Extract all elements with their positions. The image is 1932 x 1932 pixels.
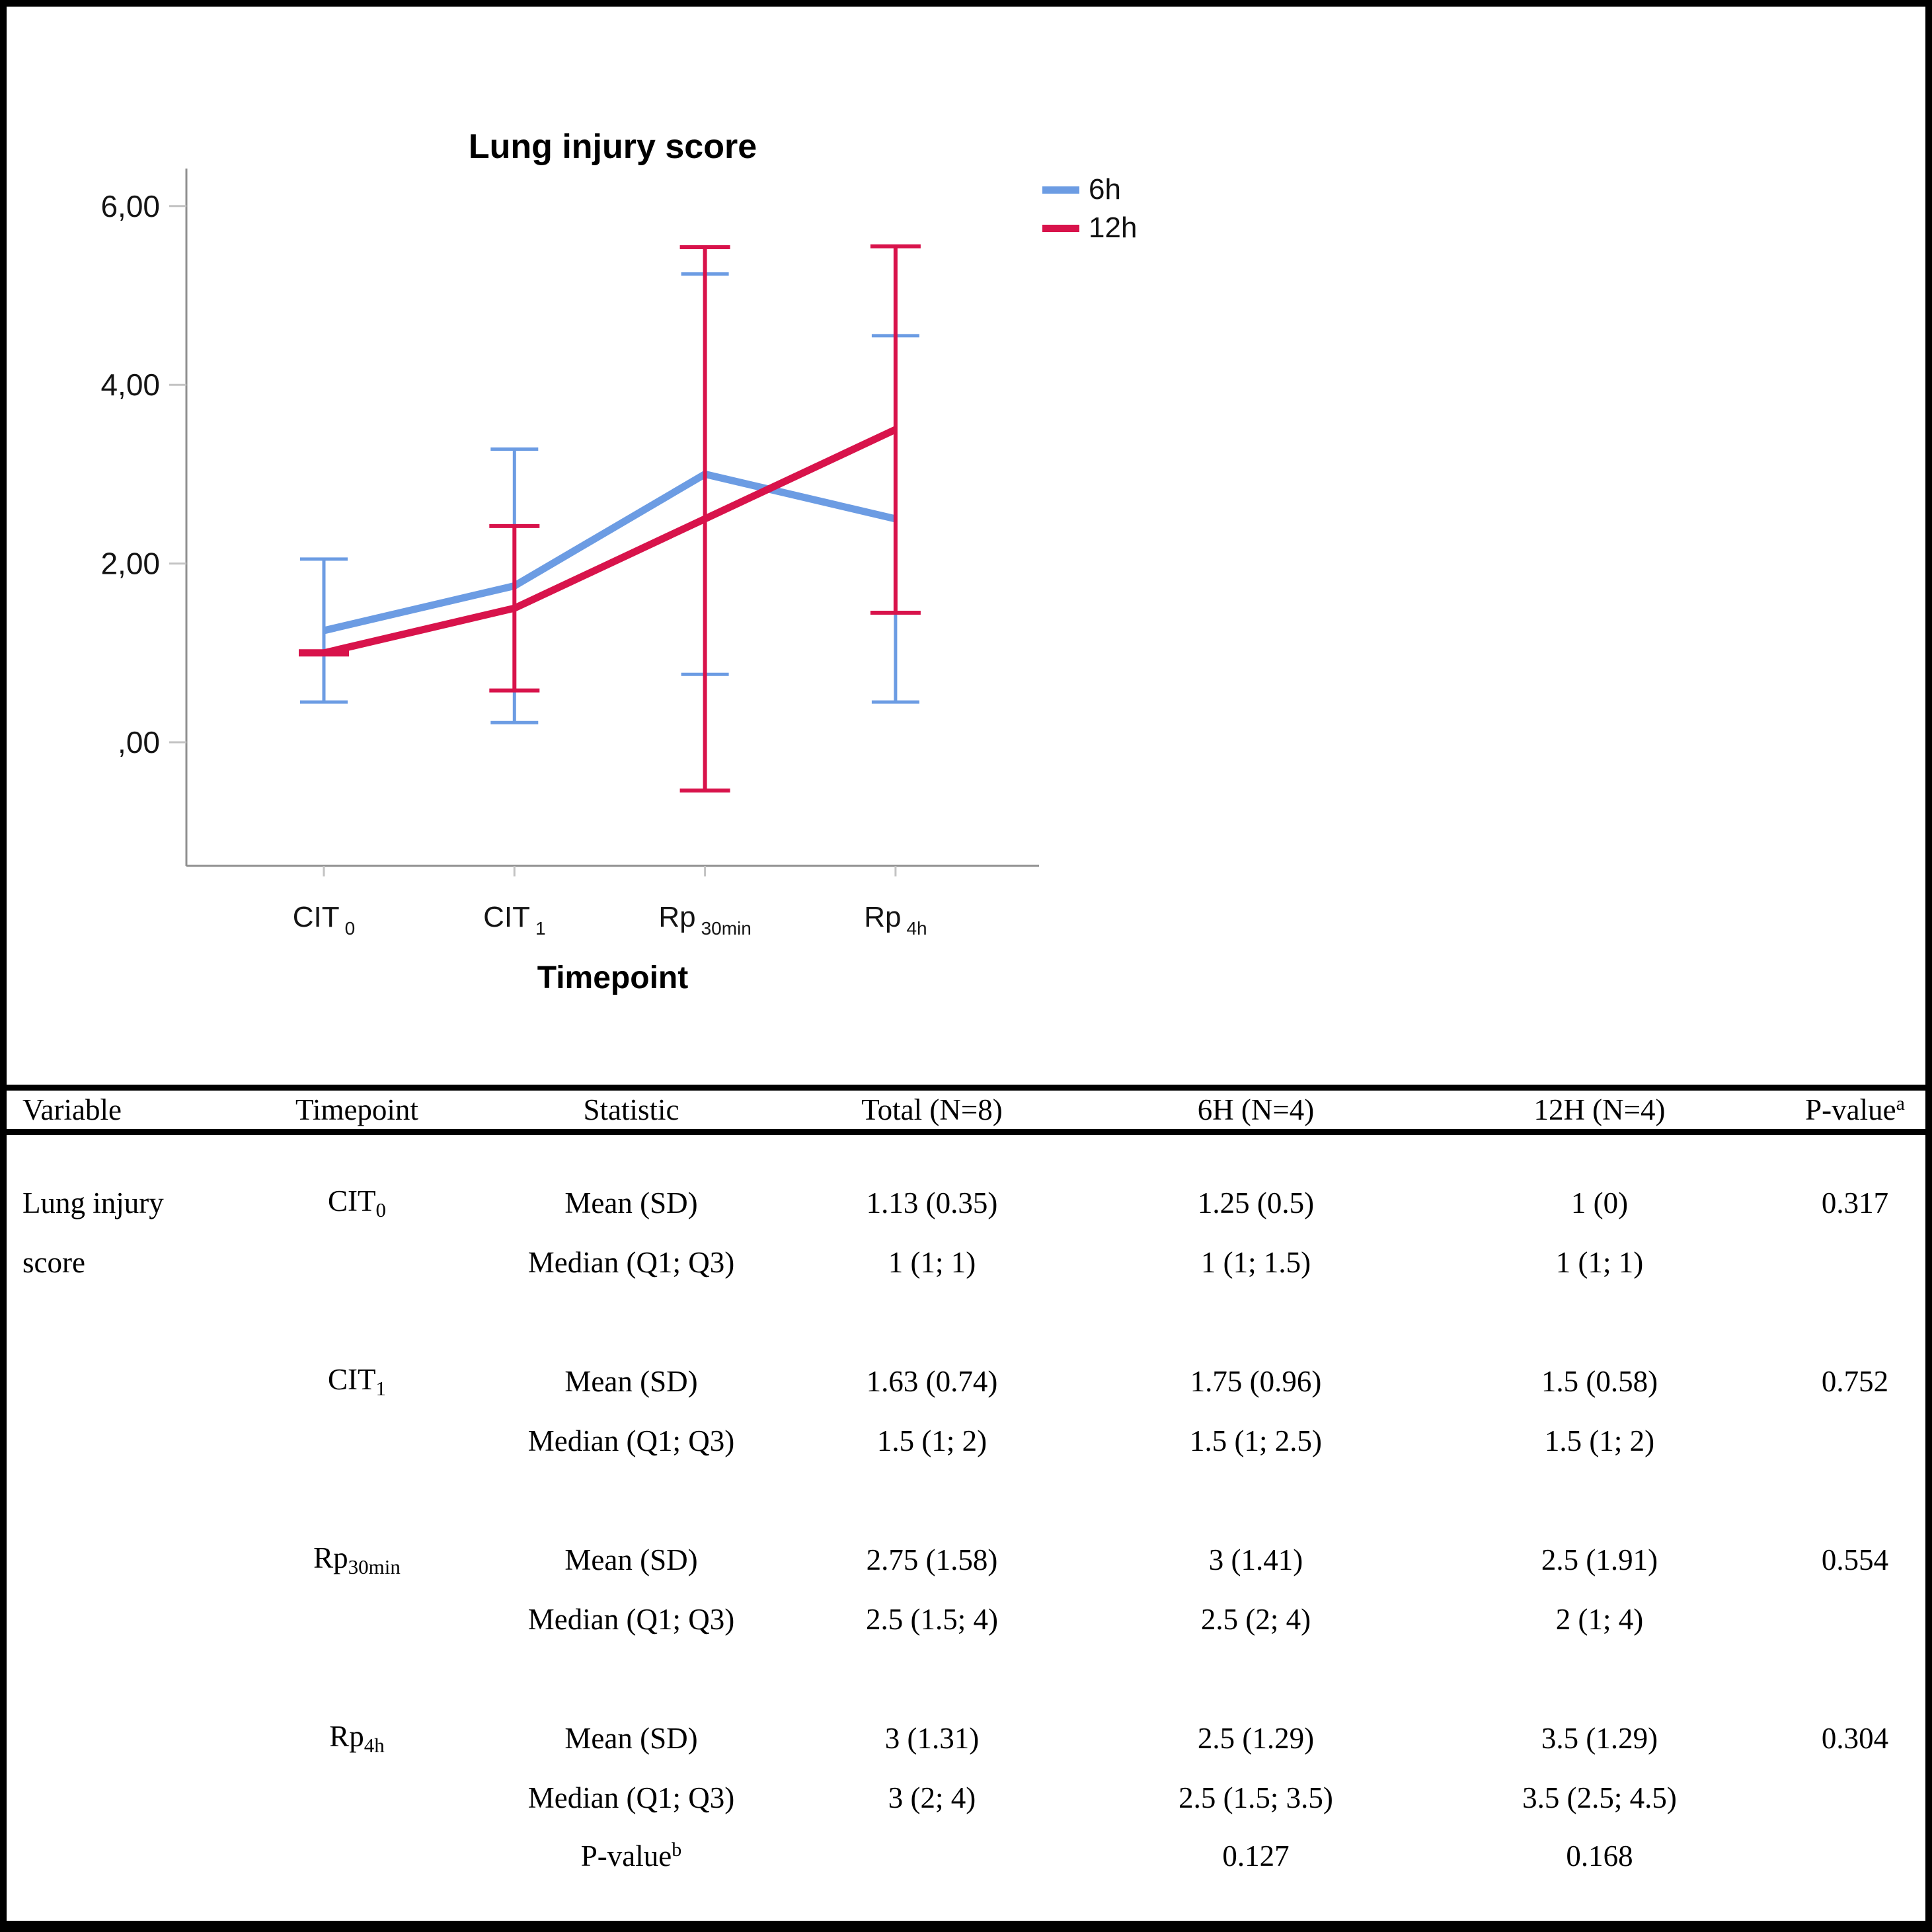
table-row: Rp30min Mean (SD) 2.75 (1.58) 3 (1.41) 2… <box>7 1530 1925 1590</box>
legend-item-6h: 6h <box>1042 171 1137 209</box>
cell-total: 3 (2; 4) <box>888 1781 976 1814</box>
cell-total: 1.63 (0.74) <box>866 1365 998 1398</box>
series-line-12h <box>323 426 898 657</box>
cell-pvalue: 0.304 <box>1821 1722 1889 1755</box>
cell-statistic: Mean (SD) <box>564 1186 698 1219</box>
cell-total: 2.5 (1.5; 4) <box>866 1603 998 1636</box>
header-statistic: Statistic <box>583 1093 679 1126</box>
header-12h: 12H (N=4) <box>1533 1093 1666 1126</box>
cell-12h: 1.5 (1; 2) <box>1544 1424 1655 1457</box>
table-rule-header-bottom <box>7 1129 1925 1135</box>
x-category-label: Rp 4h <box>864 901 927 939</box>
header-6h: 6H (N=4) <box>1197 1093 1315 1126</box>
cell-12h: 0.168 <box>1566 1839 1633 1873</box>
cell-statistic: Median (Q1; Q3) <box>527 1781 735 1814</box>
chart-legend: 6h 12h <box>1042 171 1137 247</box>
table-row: P-valueb 0.127 0.168 <box>7 1826 1925 1886</box>
cell-variable: Lung injury <box>22 1186 164 1219</box>
table-row: Median (Q1; Q3) 2.5 (1.5; 4) 2.5 (2; 4) … <box>7 1590 1925 1649</box>
y-tick-label: ,00 <box>118 725 160 759</box>
table-row: Median (Q1; Q3) 1.5 (1; 2) 1.5 (1; 2.5) … <box>7 1411 1925 1471</box>
cell-pvalue: 0.554 <box>1821 1543 1889 1576</box>
cell-6h: 2.5 (1.29) <box>1197 1722 1315 1755</box>
table-row: score Median (Q1; Q3) 1 (1; 1) 1 (1; 1.5… <box>7 1233 1925 1292</box>
cell-total: 2.75 (1.58) <box>866 1543 998 1576</box>
cell-pvalue: 0.317 <box>1821 1186 1889 1219</box>
cell-pvalue: 0.752 <box>1821 1365 1889 1398</box>
legend-line-swatch-6h <box>1042 186 1079 194</box>
legend-label: 12h <box>1089 212 1138 244</box>
chart-plot-area: 6,00 4,00 2,00 ,00 CIT 0 CIT 1 Rp 30min Rp 4h <box>100 169 1039 939</box>
cell-timepoint: Rp4h <box>329 1720 385 1757</box>
x-axis-title: Timepoint <box>537 960 689 995</box>
legend-label: 6h <box>1089 173 1121 206</box>
cell-timepoint: Rp30min <box>313 1541 401 1578</box>
table-row: Median (Q1; Q3) 3 (2; 4) 2.5 (1.5; 3.5) … <box>7 1768 1925 1828</box>
table-row: CIT1 Mean (SD) 1.63 (0.74) 1.75 (0.96) 1… <box>7 1352 1925 1411</box>
table-rule-top <box>7 1085 1925 1091</box>
cell-6h: 1 (1; 1.5) <box>1200 1246 1311 1279</box>
cell-statistic: P-valueb <box>580 1839 682 1873</box>
cell-12h: 3.5 (2.5; 4.5) <box>1522 1781 1677 1814</box>
cell-statistic: Median (Q1; Q3) <box>527 1246 735 1279</box>
footnote-marker-b: b <box>672 1839 682 1861</box>
y-tick-label: 4,00 <box>100 367 160 402</box>
x-category-label: Rp 30min <box>658 901 752 939</box>
header-variable: Variable <box>22 1093 122 1126</box>
cell-6h: 1.75 (0.96) <box>1190 1365 1322 1398</box>
y-tick-label: 2,00 <box>100 547 160 581</box>
cell-total: 1.13 (0.35) <box>866 1186 998 1219</box>
series-line-6h <box>323 470 897 635</box>
cell-total: 1.5 (1; 2) <box>876 1424 987 1457</box>
cell-statistic: Mean (SD) <box>564 1365 698 1398</box>
cell-statistic: Median (Q1; Q3) <box>527 1424 735 1457</box>
footnote-marker-a: a <box>1896 1093 1905 1114</box>
cell-total: 3 (1.31) <box>884 1722 980 1755</box>
cell-statistic: Mean (SD) <box>564 1543 698 1576</box>
cell-6h: 0.127 <box>1222 1839 1290 1873</box>
cell-timepoint: CIT0 <box>328 1184 386 1221</box>
cell-12h: 2.5 (1.91) <box>1541 1543 1658 1576</box>
x-category-label: CIT 0 <box>293 901 355 939</box>
cell-timepoint: CIT1 <box>328 1363 386 1400</box>
cell-total: 1 (1; 1) <box>888 1246 976 1279</box>
chart-title: Lung injury score <box>468 128 757 166</box>
table-rule-bottom <box>7 1921 1925 1932</box>
cell-12h: 1 (0) <box>1570 1186 1629 1219</box>
cell-12h: 3.5 (1.29) <box>1541 1722 1658 1755</box>
y-tick-label: 6,00 <box>100 189 160 223</box>
x-category-label: CIT 1 <box>483 901 545 939</box>
cell-12h: 1 (1; 1) <box>1555 1246 1644 1279</box>
table-row: Rp4h Mean (SD) 3 (1.31) 2.5 (1.29) 3.5 (… <box>7 1709 1925 1768</box>
cell-12h: 2 (1; 4) <box>1555 1603 1644 1636</box>
cell-6h: 1.5 (1; 2.5) <box>1190 1424 1322 1457</box>
cell-6h: 1.25 (0.5) <box>1197 1186 1315 1219</box>
cell-6h: 2.5 (2; 4) <box>1200 1603 1311 1636</box>
header-total: Total (N=8) <box>861 1093 1003 1126</box>
header-pvalue: P-valuea <box>1805 1093 1905 1126</box>
cell-variable: score <box>22 1246 85 1279</box>
cell-6h: 3 (1.41) <box>1208 1543 1303 1576</box>
legend-item-12h: 12h <box>1042 209 1137 247</box>
cell-12h: 1.5 (0.58) <box>1541 1365 1658 1398</box>
cell-statistic: Median (Q1; Q3) <box>527 1603 735 1636</box>
legend-line-swatch-12h <box>1042 224 1079 232</box>
cell-6h: 2.5 (1.5; 3.5) <box>1179 1781 1333 1814</box>
table-header-row: Variable Timepoint Statistic Total (N=8)… <box>7 1091 1925 1129</box>
table-row: Lung injury CIT0 Mean (SD) 1.13 (0.35) 1… <box>7 1173 1925 1233</box>
cell-statistic: Mean (SD) <box>564 1722 698 1755</box>
header-timepoint: Timepoint <box>295 1093 418 1126</box>
